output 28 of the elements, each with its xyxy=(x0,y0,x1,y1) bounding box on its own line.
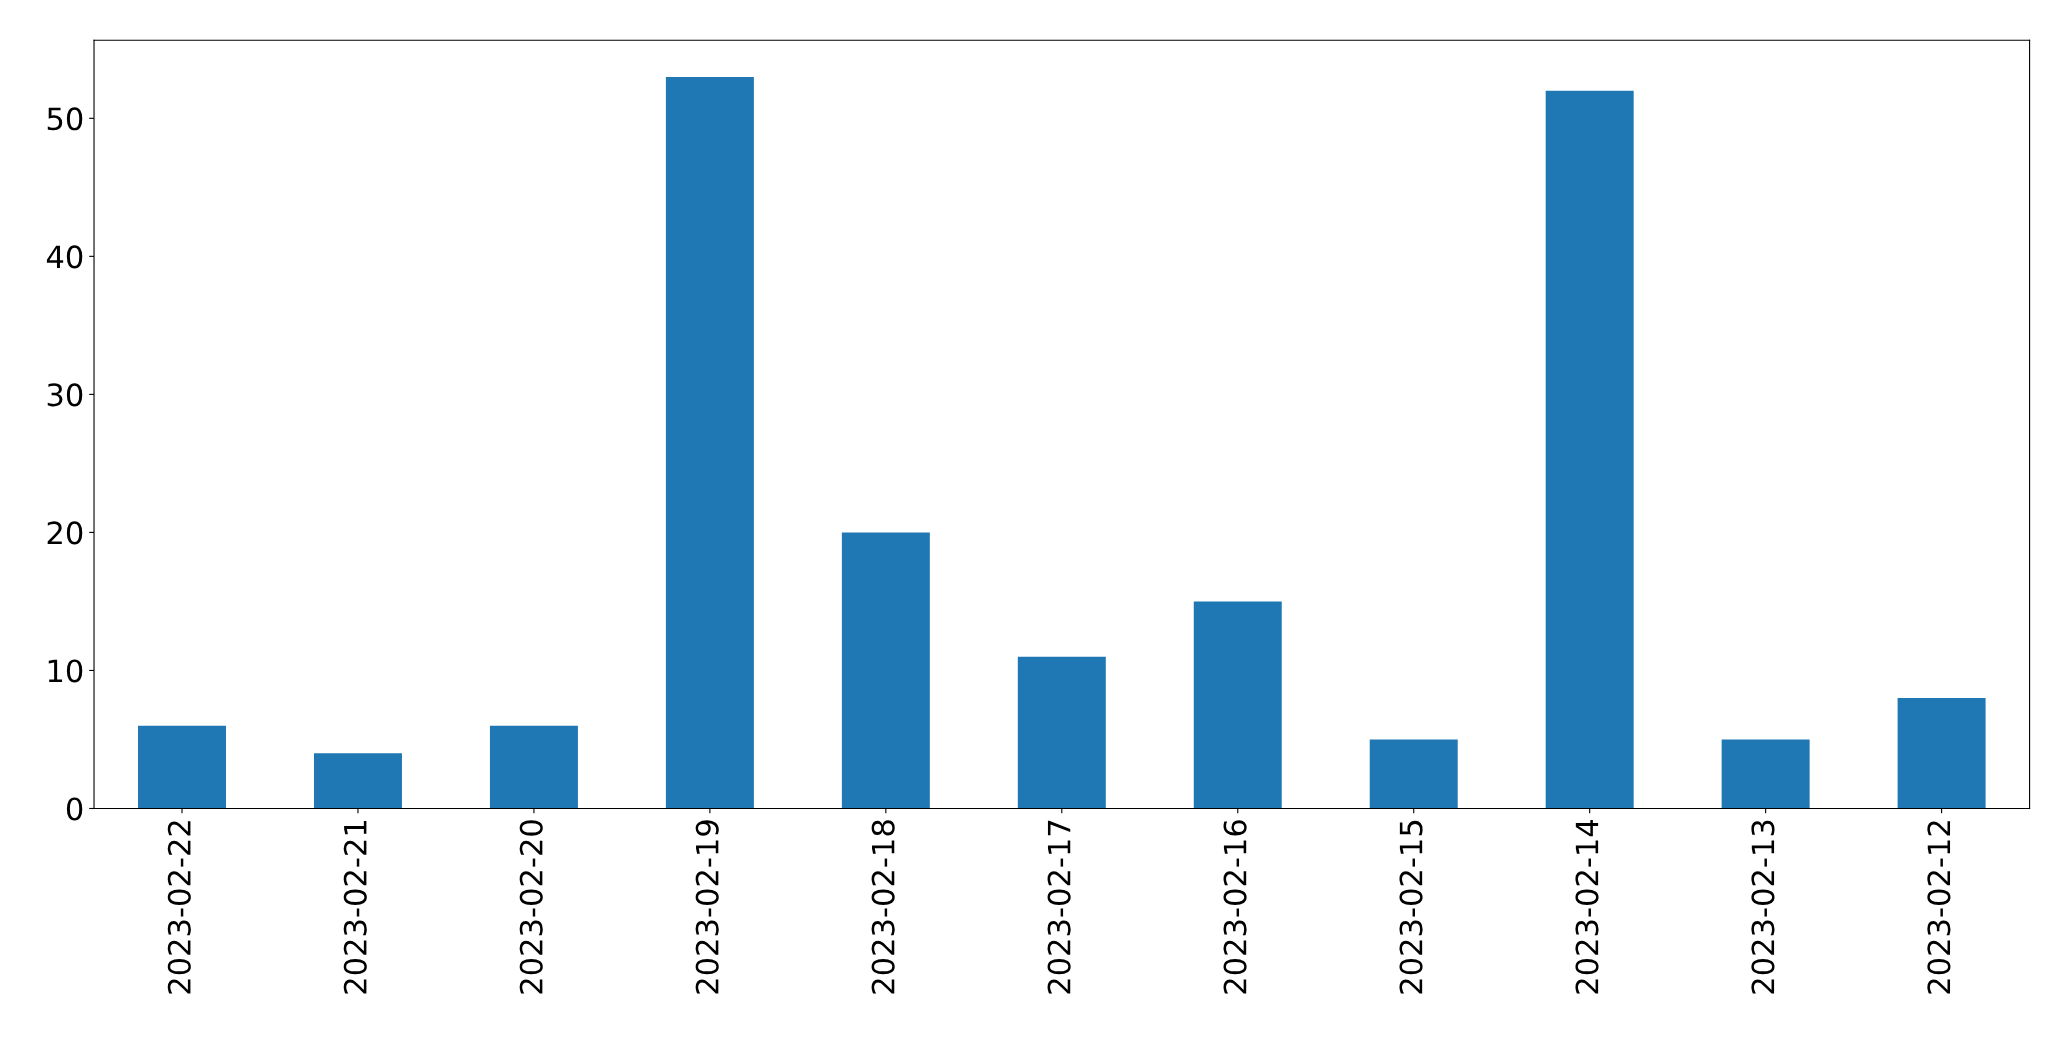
bar xyxy=(1545,90,1634,809)
bar xyxy=(1897,698,1986,809)
x-tick-label: 2023-02-18 xyxy=(871,820,895,994)
bar xyxy=(841,532,930,809)
bar xyxy=(1193,601,1282,809)
y-tick-label: 30 xyxy=(47,383,83,407)
bar xyxy=(138,725,226,809)
y-tick-label: 50 xyxy=(47,107,83,131)
x-tick-label: 2023-02-20 xyxy=(519,820,543,994)
x-tick-label: 2023-02-21 xyxy=(343,821,367,994)
x-tick-label: 2023-02-22 xyxy=(167,821,191,994)
bar xyxy=(1369,739,1458,809)
bar xyxy=(313,753,402,809)
bar xyxy=(489,725,578,809)
bar xyxy=(1017,656,1106,809)
x-tick-label: 2023-02-19 xyxy=(695,820,719,994)
x-tick-label: 2023-02-16 xyxy=(1223,820,1247,994)
x-tick-label: 2023-02-12 xyxy=(1927,821,1951,994)
x-tick-label: 2023-02-15 xyxy=(1399,820,1423,994)
y-tick-label: 20 xyxy=(47,521,83,545)
x-tick-label: 2023-02-13 xyxy=(1751,820,1775,994)
y-tick-label: 10 xyxy=(48,659,83,683)
x-tick-label: 2023-02-14 xyxy=(1575,819,1599,994)
y-tick-label: 40 xyxy=(46,245,83,269)
bar xyxy=(665,76,754,809)
x-tick-label: 2023-02-17 xyxy=(1047,820,1071,994)
y-tick-label: 0 xyxy=(66,797,83,821)
bar xyxy=(1721,739,1810,809)
